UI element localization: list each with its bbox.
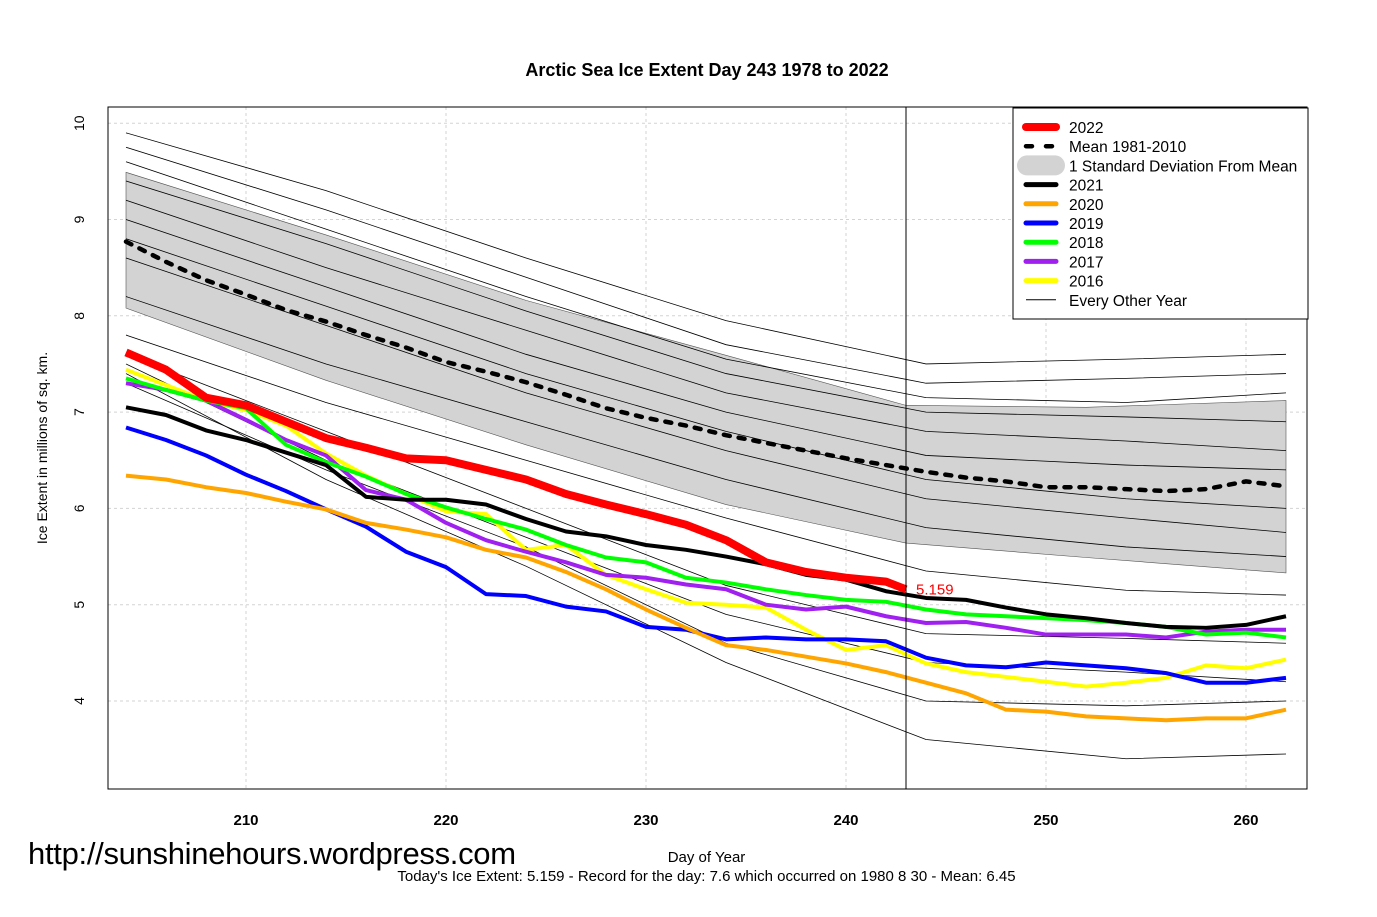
series-line-2021 xyxy=(125,405,1287,630)
other-year-line xyxy=(125,146,1287,384)
other-year-line xyxy=(125,199,1287,452)
y-tick-label: 10 xyxy=(71,115,87,131)
y-tick-label: 9 xyxy=(71,215,87,223)
series-line-2016 xyxy=(125,367,1287,689)
other-year-line xyxy=(125,334,1287,596)
x-tick-label: 250 xyxy=(1033,812,1058,829)
legend-label: 2021 xyxy=(1069,178,1103,195)
x-tick-label: 240 xyxy=(833,812,858,829)
y-tick-label: 5 xyxy=(71,601,87,609)
other-year-line xyxy=(125,257,1287,533)
x-tick-label: 220 xyxy=(433,812,458,829)
x-axis-label: Day of Year xyxy=(667,849,746,866)
y-tick-label: 8 xyxy=(71,312,87,320)
y-axis-label: Ice Extent in millions of sq. km. xyxy=(34,352,50,544)
legend-label: 1 Standard Deviation From Mean xyxy=(1069,158,1297,175)
other-year-line xyxy=(125,180,1287,423)
other-year-line xyxy=(125,161,1287,403)
x-tick-label: 210 xyxy=(233,812,258,829)
y-tick-label: 6 xyxy=(71,504,87,512)
x-tick-label: 260 xyxy=(1233,812,1258,829)
legend-label: 2022 xyxy=(1069,120,1103,137)
other-year-line xyxy=(125,219,1287,471)
current-value-label: 5.159 xyxy=(916,581,954,598)
other-year-line xyxy=(125,238,1287,509)
legend-label: Every Other Year xyxy=(1069,293,1187,310)
x-tick-label: 230 xyxy=(633,812,658,829)
other-year-line xyxy=(125,296,1287,557)
other-year-line xyxy=(125,373,1287,760)
y-tick-label: 4 xyxy=(71,697,87,705)
mean-line xyxy=(123,239,1289,494)
legend-label: 2017 xyxy=(1069,254,1103,271)
legend-box xyxy=(1012,107,1309,320)
series-line-2020 xyxy=(125,473,1287,723)
legend-label: 2020 xyxy=(1069,197,1104,214)
y-tick-label: 7 xyxy=(71,408,87,416)
chart-title: Arctic Sea Ice Extent Day 243 1978 to 20… xyxy=(525,60,888,80)
sd-band xyxy=(125,171,1287,574)
legend-label: Mean 1981-2010 xyxy=(1069,139,1187,156)
plot-frame xyxy=(107,106,1308,790)
legend-swatch-sd xyxy=(1017,155,1065,176)
series-line-2017 xyxy=(125,381,1286,640)
legend-label: 2018 xyxy=(1069,235,1103,252)
legend-label: 2016 xyxy=(1069,274,1103,291)
watermark-url: http://sunshinehours.wordpress.com xyxy=(28,836,516,871)
footer-summary: Today's Ice Extent: 5.159 - Record for t… xyxy=(397,868,1016,885)
other-year-line xyxy=(125,132,1287,365)
other-year-line xyxy=(125,353,1287,644)
legend-label: 2019 xyxy=(1069,216,1103,233)
series-line-2022 xyxy=(124,348,908,594)
